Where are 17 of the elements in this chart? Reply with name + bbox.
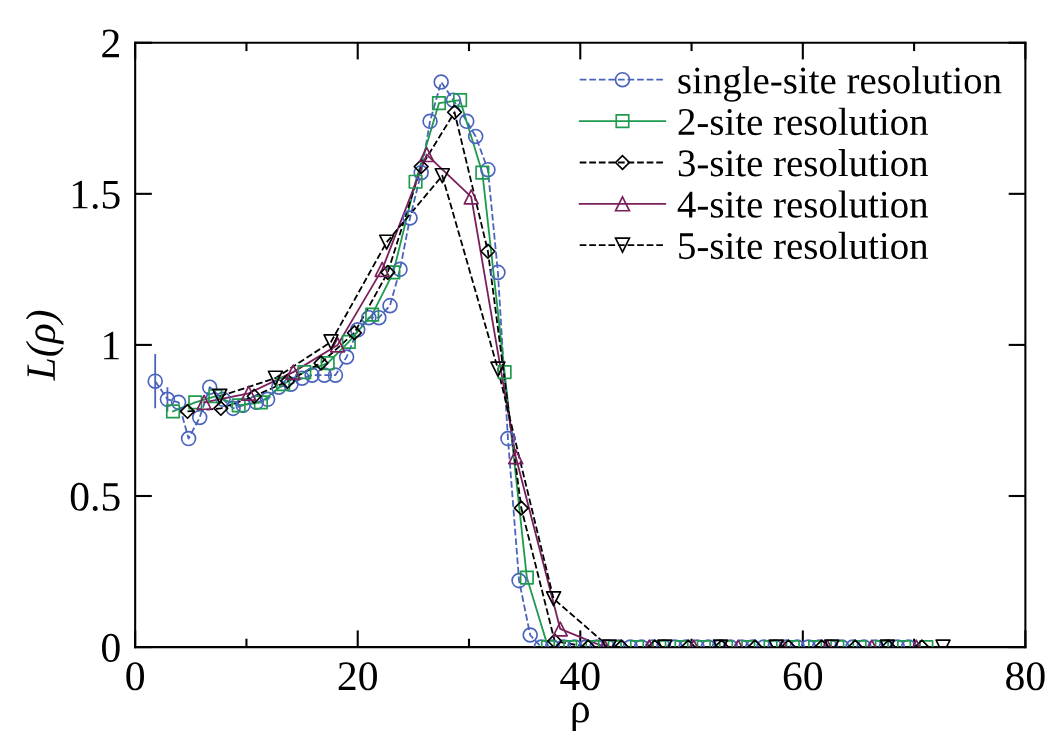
x-tick-label: 0: [126, 662, 144, 691]
legend-label: single-site resolution: [678, 66, 1002, 102]
legend-label: 2-site resolution: [678, 107, 928, 136]
legend-label: 3-site resolution: [678, 149, 928, 177]
y-tick-label: 2: [102, 29, 119, 58]
y-tick-label: 0.5: [70, 482, 120, 512]
x-tick-label: 20: [338, 662, 377, 691]
x-tick-label: 80: [1006, 662, 1045, 691]
x-tick-label: 60: [783, 662, 823, 691]
y-axis-title: L(ρ): [25, 310, 64, 381]
x-tick-label: 40: [560, 662, 600, 691]
legend-label: 5-site resolution: [679, 231, 928, 260]
legend-label: 4-site resolution: [677, 190, 928, 218]
x-axis-title: ρ: [572, 702, 589, 731]
y-tick-label: 1.5: [72, 180, 120, 209]
y-tick-label: 0: [102, 633, 120, 662]
y-tick-label: 1: [104, 331, 119, 360]
